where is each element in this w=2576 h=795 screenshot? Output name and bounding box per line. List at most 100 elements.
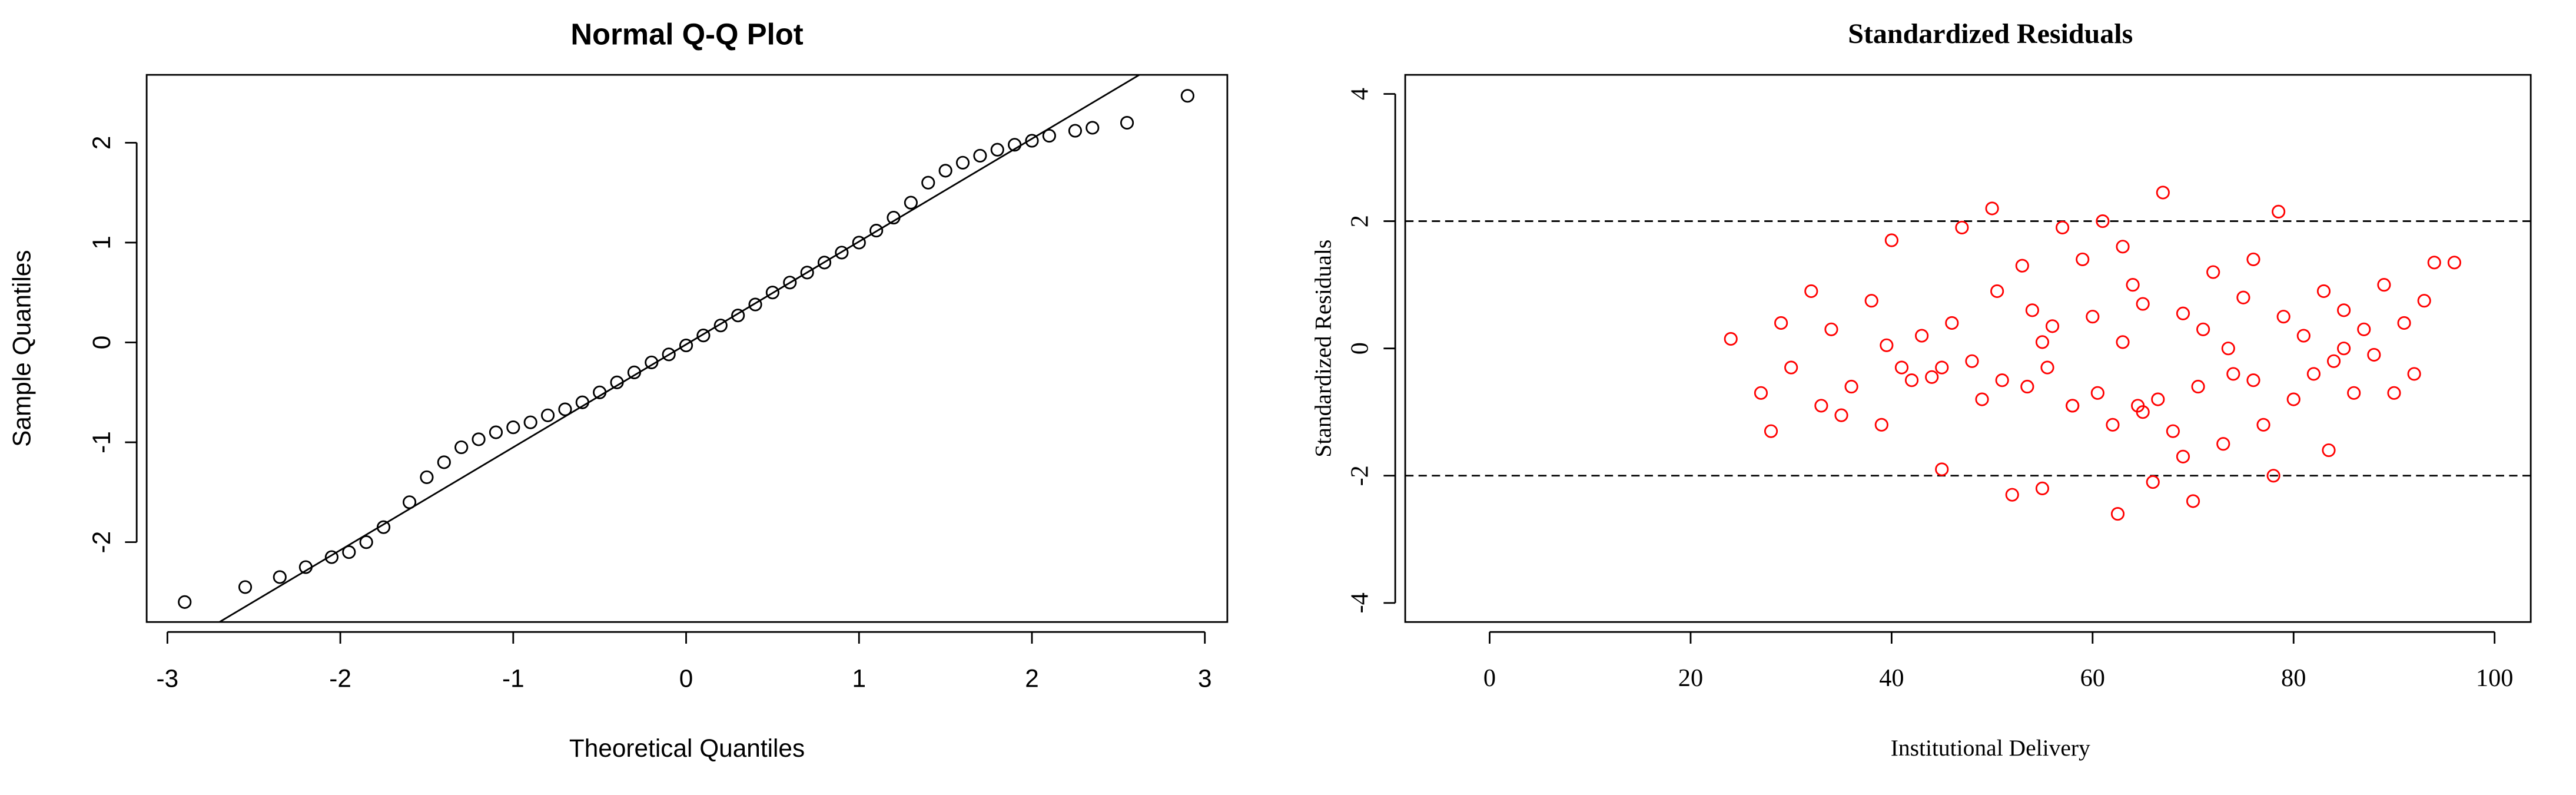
qq-panel: Normal Q-Q Plot Theoretical Quantiles Samp… [8,18,1229,762]
point [869,224,884,238]
point [2106,418,2120,432]
point [2191,379,2205,394]
point [2116,335,2130,349]
point [2096,214,2110,228]
point [2216,437,2230,451]
point [1935,360,1949,375]
point [437,455,451,469]
y-axis-label: Standardized Residuals [1310,240,1336,458]
chart-title: Normal Q-Q Plot [570,18,803,51]
point [2407,367,2421,381]
x-axis-label: Institutional Delivery [1891,735,2090,761]
plot-frame [145,74,1229,623]
point [2005,488,2019,502]
point [1864,294,1878,308]
point [800,266,814,280]
x-tick-label: 20 [1678,664,1703,692]
point [558,402,572,416]
y-tick-label: -4 [1346,592,1373,613]
point [2272,204,2286,218]
y-tick-label: -2 [1346,465,1373,486]
y-tick-label: -1 [88,431,115,453]
x-tick-label: 60 [2080,664,2105,692]
point [2367,347,2381,362]
point [973,148,987,163]
point [2025,303,2039,317]
point [1955,220,1969,234]
point [2090,386,2104,400]
point [921,175,935,190]
point [2221,342,2235,356]
point [2176,306,2190,320]
point [2347,386,2361,400]
x-axis-label: Theoretical Quantiles [569,734,805,762]
y-tick-label: 2 [1346,215,1373,227]
point [2316,284,2331,299]
point [1880,338,1894,352]
point [2326,354,2341,368]
point [2337,303,2351,317]
x-tick-label: 3 [1198,664,1212,692]
y-tick-label: 0 [88,336,115,350]
qq-line [218,75,1141,622]
point [852,236,866,250]
point [1935,462,1949,476]
y-tick-label: -2 [88,531,115,554]
point [1834,408,1848,422]
point [1180,89,1194,103]
residual-panel: Standardized Residuals Institutional Deli… [1310,18,2532,761]
point [1008,138,1022,152]
point [610,375,624,389]
point [1990,284,2004,299]
y-tick-label: 1 [88,236,115,250]
x-tick-label: -2 [329,664,351,692]
point [2116,240,2130,254]
x-tick-label: 100 [2476,664,2514,692]
point [2146,475,2160,489]
point [1814,399,1828,413]
point [2110,507,2125,521]
point [1844,379,1858,394]
point [1904,373,1919,387]
point [1784,360,1798,375]
y-axis-label: Sample Quantiles [8,250,35,447]
point [2226,367,2240,381]
point [2056,220,2070,234]
point [2387,386,2401,400]
point [748,297,762,312]
point [2246,252,2260,267]
point [2276,310,2290,324]
point [645,355,659,370]
point [2322,443,2336,458]
point [2236,290,2250,304]
y-tick-label: 0 [1346,342,1373,355]
point [2176,449,2190,463]
point [1824,322,1838,336]
point [523,415,537,429]
point [2035,335,2050,349]
point [887,210,901,225]
point [1945,316,1959,330]
point [2296,329,2311,343]
point [2040,360,2054,375]
point [593,385,607,399]
point [2447,256,2461,270]
point [403,495,417,509]
point [1042,128,1056,143]
point [1985,201,1999,216]
point [178,595,192,609]
x-tick-label: 40 [1879,664,1904,692]
point [376,520,391,534]
point [1894,360,1909,375]
point [955,155,970,170]
point [1874,418,1888,432]
point [713,319,728,333]
point [342,545,356,559]
point [2126,278,2140,292]
point [679,339,693,353]
point [2151,392,2165,406]
point [420,470,434,484]
point [1925,370,1939,384]
point [731,309,745,323]
